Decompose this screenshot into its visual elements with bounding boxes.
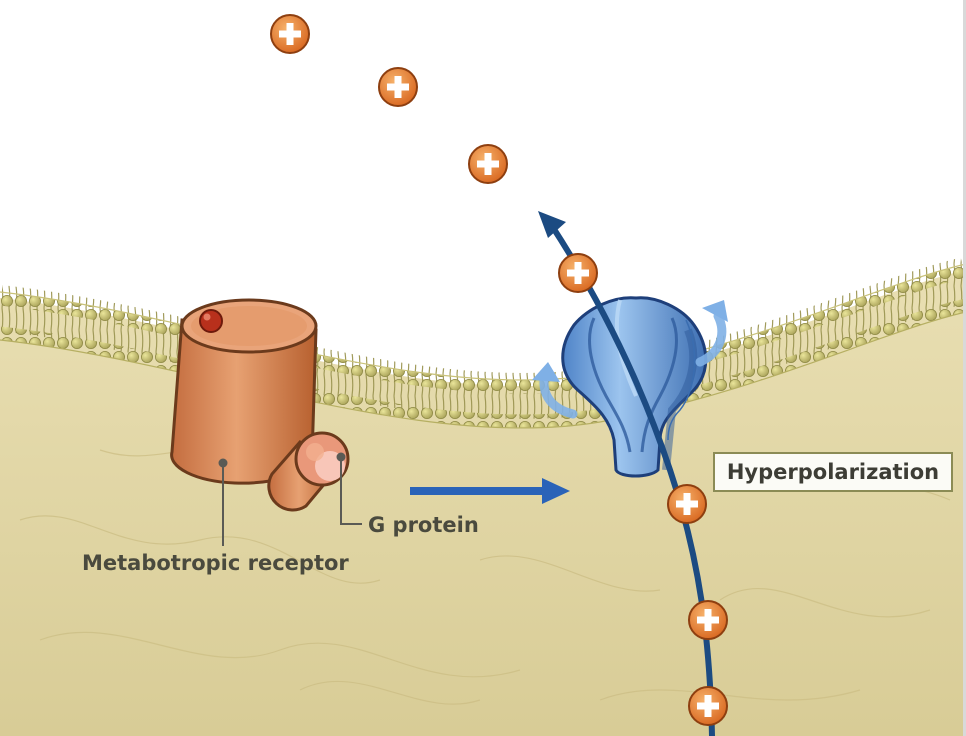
curved-arrow-icon [538, 211, 715, 736]
positive-ion-icon [270, 14, 310, 54]
arrow-right-icon [410, 478, 570, 504]
positive-ion-icon [667, 484, 707, 524]
g-protein-label: G protein [368, 513, 479, 537]
ion-channel-icon [532, 296, 728, 478]
label-leaders [218, 452, 362, 546]
positive-ions [270, 14, 728, 726]
hyperpolarization-label: Hyperpolarization [713, 452, 953, 492]
cell-membrane [0, 257, 966, 429]
positive-ion-icon [468, 144, 508, 184]
receptor-label: Metabotropic receptor [82, 551, 349, 575]
frame-edge [963, 0, 966, 736]
positive-ion-icon [688, 686, 728, 726]
ligand-icon [199, 309, 223, 333]
positive-ion-icon [558, 253, 598, 293]
metabotropic-receptor [170, 298, 318, 485]
positive-ion-icon [378, 67, 418, 107]
positive-ion-icon [688, 600, 728, 640]
g-protein [267, 431, 350, 512]
